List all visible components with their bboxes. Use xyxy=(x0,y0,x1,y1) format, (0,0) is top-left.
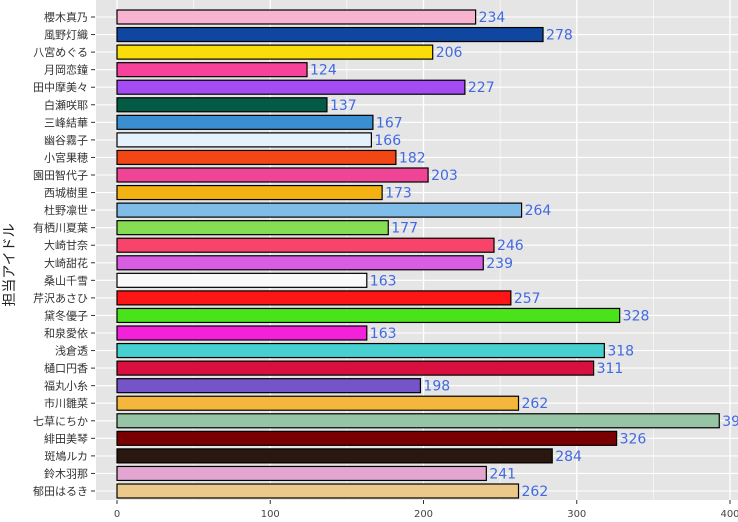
bar xyxy=(116,114,374,130)
bar xyxy=(116,97,328,113)
y-tick-label: 浅倉透 xyxy=(55,344,88,358)
y-tick-label: 有栖川夏葉 xyxy=(33,221,88,235)
x-tick-label: 400 xyxy=(720,509,738,520)
data-label: 177 xyxy=(391,221,418,237)
bar xyxy=(116,307,621,324)
bar xyxy=(116,184,383,201)
data-label: 239 xyxy=(486,256,513,272)
y-tick-label: 杜野凛世 xyxy=(44,203,88,217)
x-tick-label: 0 xyxy=(114,509,120,520)
y-tick-label: 樋口円香 xyxy=(44,361,88,375)
y-tick-label: 風野灯織 xyxy=(44,29,88,42)
bar xyxy=(116,255,484,271)
bar xyxy=(116,360,595,376)
data-label: 311 xyxy=(597,361,624,377)
y-tick-label: 田中摩美々 xyxy=(33,80,88,94)
data-label: 262 xyxy=(522,396,549,412)
y-axis-title: 担当アイドル xyxy=(2,223,18,306)
bar xyxy=(116,290,512,306)
y-tick-label: 八宮めぐる xyxy=(33,45,88,59)
data-label: 257 xyxy=(514,291,541,307)
y-tick-label: 大崎甘奈 xyxy=(44,238,88,252)
data-label: 166 xyxy=(374,133,401,149)
bar xyxy=(116,9,477,25)
data-label: 137 xyxy=(330,98,357,114)
data-label: 241 xyxy=(489,466,516,482)
y-tick-label: 黛冬優子 xyxy=(44,308,88,322)
y-tick-label: 西城樹里 xyxy=(44,187,88,200)
bar xyxy=(116,132,372,148)
data-label: 182 xyxy=(399,150,426,166)
y-tick-label: 緋田美琴 xyxy=(44,431,88,445)
data-label: 278 xyxy=(546,28,573,44)
y-tick-label: 芹沢あさひ xyxy=(33,291,88,305)
bar xyxy=(116,237,495,253)
y-tick-label: 郁田はるき xyxy=(33,484,88,498)
data-label: 206 xyxy=(436,45,463,61)
data-label: 234 xyxy=(479,10,506,26)
bar xyxy=(116,342,605,359)
y-tick-label: 白瀬咲耶 xyxy=(44,98,88,112)
y-tick-label: 月岡恋鐘 xyxy=(44,63,88,77)
y-tick-label: 七草にちか xyxy=(33,415,88,428)
y-tick-label: 小宮果穂 xyxy=(44,150,88,164)
data-label: 124 xyxy=(310,63,337,79)
bar xyxy=(116,378,422,394)
bar xyxy=(116,272,368,288)
data-label: 227 xyxy=(468,80,495,96)
y-tick-label: 福丸小糸 xyxy=(44,379,88,393)
data-label: 393 xyxy=(722,414,738,430)
data-label: 262 xyxy=(522,484,549,500)
y-tick-label: 斑鳩ルカ xyxy=(44,449,88,463)
x-tick-label: 300 xyxy=(567,509,586,520)
bar xyxy=(116,220,389,236)
bar xyxy=(116,149,397,166)
bar xyxy=(116,202,523,218)
data-label: 318 xyxy=(607,344,634,360)
bar xyxy=(116,483,520,499)
y-tick-label: 櫻木真乃 xyxy=(44,10,88,24)
data-label: 163 xyxy=(370,326,397,342)
bar xyxy=(116,413,720,429)
x-tick-labels: 0 100 200 300 400 xyxy=(114,500,738,520)
y-tick-label: 幽谷霧子 xyxy=(44,134,88,147)
bar xyxy=(116,325,368,341)
x-tick-label: 200 xyxy=(414,509,433,520)
data-label: 326 xyxy=(620,431,647,447)
bar xyxy=(116,465,487,482)
bar xyxy=(116,26,544,43)
y-tick-label: 園田智代子 xyxy=(33,168,88,182)
y-tick-labels: 櫻木真乃風野灯織八宮めぐる月岡恋鐘田中摩美々白瀬咲耶三峰結華幽谷霧子小宮果穂園田… xyxy=(33,10,95,498)
data-label: 328 xyxy=(623,308,650,324)
data-label: 167 xyxy=(376,115,403,131)
bar xyxy=(116,167,429,183)
bar xyxy=(116,79,466,95)
y-tick-label: 桑山千雪 xyxy=(44,274,88,287)
y-tick-label: 和泉愛依 xyxy=(44,326,88,340)
data-label: 284 xyxy=(555,449,582,465)
bar xyxy=(116,430,618,446)
y-tick-label: 三峰結華 xyxy=(44,115,88,129)
data-label: 203 xyxy=(431,168,458,184)
y-tick-label: 市川雛菜 xyxy=(44,396,88,410)
bar xyxy=(116,62,308,78)
y-tick-label: 鈴木羽那 xyxy=(44,466,88,480)
data-label: 264 xyxy=(525,203,552,219)
bar xyxy=(116,44,434,60)
x-tick-label: 100 xyxy=(261,509,280,520)
data-label: 246 xyxy=(497,238,524,254)
data-label: 163 xyxy=(370,273,397,289)
bar xyxy=(116,395,520,411)
data-label: 198 xyxy=(423,379,450,395)
bar xyxy=(116,448,553,464)
y-tick-label: 大崎甜花 xyxy=(44,256,88,270)
data-label: 173 xyxy=(385,186,412,202)
